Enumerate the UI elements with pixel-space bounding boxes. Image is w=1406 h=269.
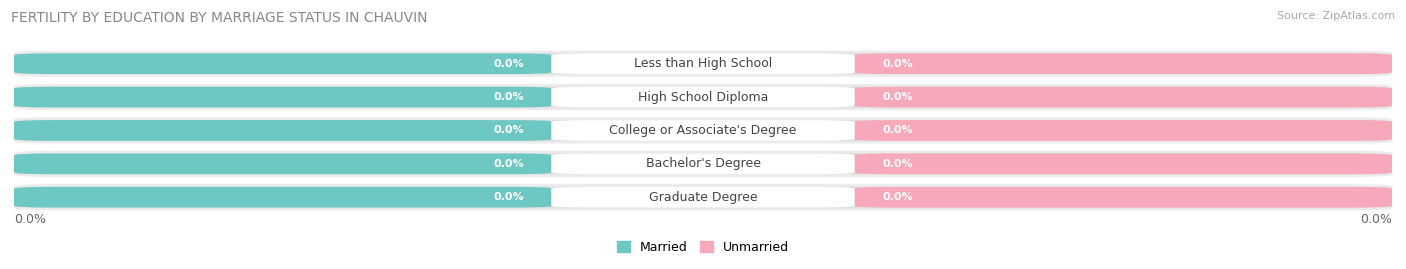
FancyBboxPatch shape (14, 154, 1392, 174)
Text: 0.0%: 0.0% (882, 125, 912, 136)
Text: Less than High School: Less than High School (634, 57, 772, 70)
Text: Bachelor's Degree: Bachelor's Degree (645, 157, 761, 170)
FancyBboxPatch shape (551, 187, 855, 208)
Text: 0.0%: 0.0% (494, 59, 524, 69)
FancyBboxPatch shape (14, 187, 1392, 208)
FancyBboxPatch shape (551, 87, 855, 107)
Text: 0.0%: 0.0% (882, 192, 912, 202)
Text: FERTILITY BY EDUCATION BY MARRIAGE STATUS IN CHAUVIN: FERTILITY BY EDUCATION BY MARRIAGE STATU… (11, 11, 427, 25)
Text: 0.0%: 0.0% (494, 125, 524, 136)
FancyBboxPatch shape (14, 118, 1392, 143)
FancyBboxPatch shape (551, 154, 855, 174)
FancyBboxPatch shape (14, 120, 1392, 141)
FancyBboxPatch shape (14, 53, 1392, 74)
Text: Source: ZipAtlas.com: Source: ZipAtlas.com (1277, 11, 1395, 21)
Text: College or Associate's Degree: College or Associate's Degree (609, 124, 797, 137)
FancyBboxPatch shape (551, 120, 855, 141)
FancyBboxPatch shape (14, 51, 1392, 77)
Text: 0.0%: 0.0% (494, 159, 524, 169)
Text: 0.0%: 0.0% (14, 213, 46, 226)
FancyBboxPatch shape (14, 151, 1392, 177)
FancyBboxPatch shape (855, 154, 1392, 174)
FancyBboxPatch shape (14, 84, 1392, 110)
FancyBboxPatch shape (14, 154, 551, 174)
Text: 0.0%: 0.0% (882, 159, 912, 169)
Text: Graduate Degree: Graduate Degree (648, 191, 758, 204)
Text: 0.0%: 0.0% (494, 192, 524, 202)
FancyBboxPatch shape (855, 120, 1392, 141)
FancyBboxPatch shape (14, 87, 551, 107)
FancyBboxPatch shape (855, 87, 1392, 107)
FancyBboxPatch shape (14, 120, 551, 141)
Legend: Married, Unmarried: Married, Unmarried (617, 241, 789, 254)
FancyBboxPatch shape (855, 187, 1392, 208)
FancyBboxPatch shape (14, 53, 551, 74)
FancyBboxPatch shape (14, 87, 1392, 107)
Text: 0.0%: 0.0% (1360, 213, 1392, 226)
FancyBboxPatch shape (551, 53, 855, 74)
Text: 0.0%: 0.0% (882, 92, 912, 102)
Text: High School Diploma: High School Diploma (638, 91, 768, 104)
FancyBboxPatch shape (14, 187, 551, 208)
FancyBboxPatch shape (14, 184, 1392, 210)
Text: 0.0%: 0.0% (494, 92, 524, 102)
FancyBboxPatch shape (855, 53, 1392, 74)
Text: 0.0%: 0.0% (882, 59, 912, 69)
